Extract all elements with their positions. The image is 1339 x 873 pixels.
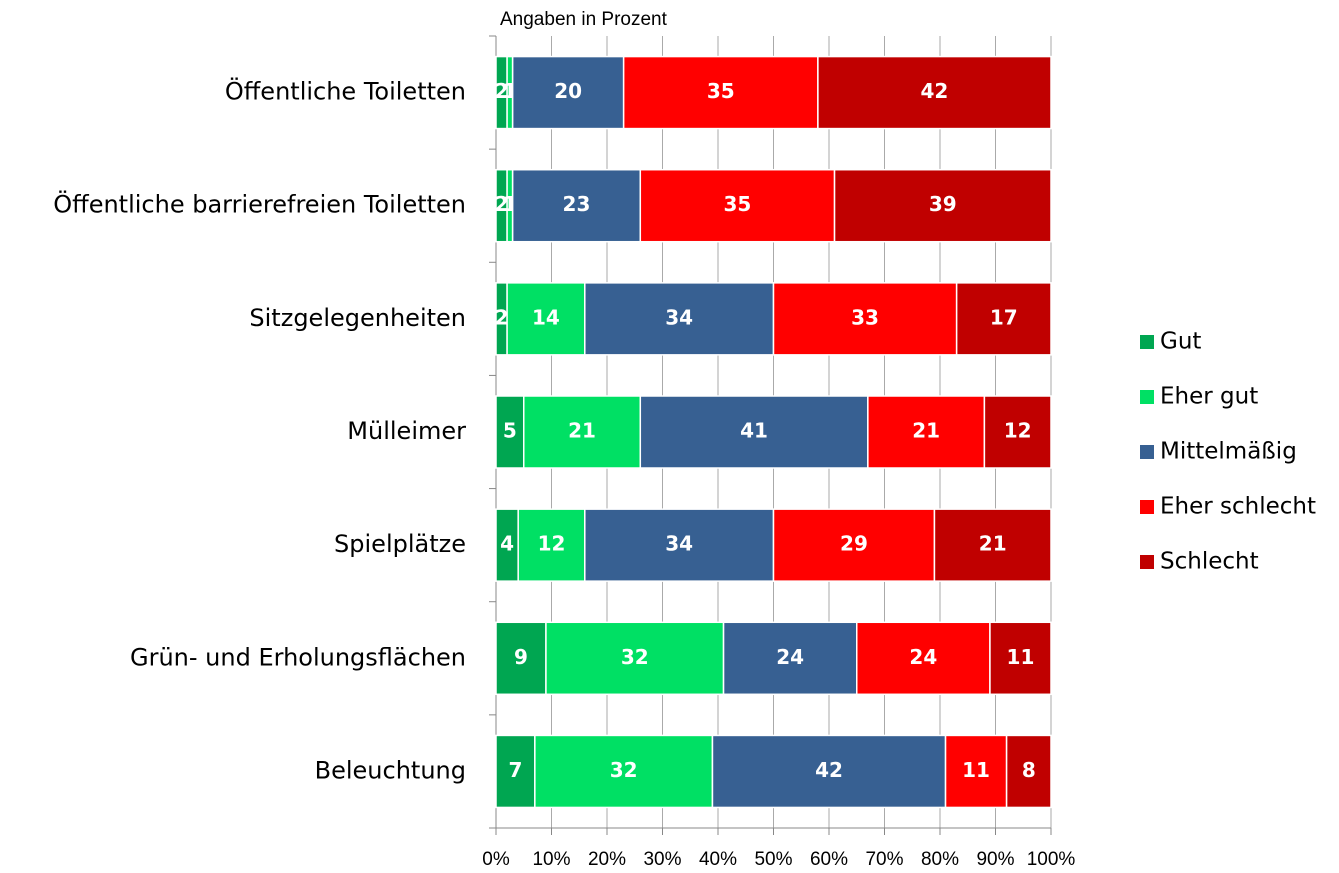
bar-segment	[989, 621, 1052, 696]
value-label: 23	[563, 192, 591, 216]
value-label: 32	[610, 758, 638, 782]
value-label: 33	[851, 305, 879, 329]
x-tick-label: 60%	[810, 849, 848, 870]
value-label: 2	[495, 305, 509, 329]
x-tick-label: 50%	[754, 849, 792, 870]
value-label: 9	[514, 645, 528, 669]
x-tick-label: 10%	[532, 849, 570, 870]
legend-label: Eher gut	[1160, 384, 1258, 410]
legend-swatch	[1140, 555, 1154, 569]
value-label: 11	[1007, 645, 1035, 669]
legend-label: Schlecht	[1160, 549, 1259, 575]
value-label: 11	[962, 758, 990, 782]
y-tick-label: Spielplätze	[334, 530, 466, 558]
y-tick-label: Sitzgelegenheiten	[249, 304, 466, 332]
value-label: 12	[1004, 419, 1032, 443]
value-label: 41	[740, 419, 768, 443]
value-label: 32	[621, 645, 649, 669]
bar-segment	[517, 508, 586, 582]
x-tick-label: 70%	[865, 849, 903, 870]
value-label: 35	[707, 79, 735, 103]
y-tick-label: Öffentliche Toiletten	[225, 77, 466, 106]
value-label: 21	[568, 419, 596, 443]
chart-title: Angaben in Prozent	[500, 9, 668, 30]
bar-segment	[856, 621, 991, 696]
legend-swatch	[1140, 335, 1154, 349]
x-tick-label: 40%	[699, 849, 737, 870]
legend-label: Eher schlecht	[1160, 494, 1316, 520]
bar-segment	[534, 734, 714, 809]
value-label: 5	[503, 419, 517, 443]
bar-segment	[506, 282, 586, 356]
x-tick-label: 80%	[921, 849, 959, 870]
value-label: 29	[840, 532, 868, 556]
value-label: 2	[495, 192, 509, 216]
bar-segment	[639, 395, 869, 469]
value-label: 12	[538, 532, 566, 556]
x-tick-label: 90%	[976, 849, 1014, 870]
value-label: 21	[912, 419, 940, 443]
value-label: 24	[909, 645, 937, 669]
value-label: 34	[665, 532, 693, 556]
bar-segment	[933, 508, 1052, 582]
bar-segment	[495, 734, 536, 809]
x-tick-label: 20%	[588, 849, 626, 870]
legend-label: Mittelmäßig	[1160, 439, 1297, 465]
value-label: 7	[508, 758, 522, 782]
bar-segment	[983, 395, 1052, 469]
bar-segment	[584, 508, 775, 582]
bar-segment	[867, 395, 986, 469]
bar-segment	[511, 168, 642, 243]
bar-segment	[833, 168, 1052, 243]
value-label: 35	[724, 192, 752, 216]
bar-segment	[511, 55, 625, 130]
bar-segment	[584, 282, 775, 356]
legend-swatch	[1140, 500, 1154, 514]
x-tick-label: 0%	[482, 849, 510, 870]
y-tick-label: Öffentliche barrierefreien Toiletten	[53, 190, 466, 219]
bar-segment	[545, 621, 725, 696]
x-tick-label: 100%	[1027, 849, 1076, 870]
value-label: 24	[776, 645, 804, 669]
bar-segment	[772, 508, 936, 582]
bar-segment	[622, 55, 819, 130]
value-label: 21	[979, 532, 1007, 556]
y-tick-label: Mülleimer	[347, 417, 466, 445]
bar-segment	[955, 282, 1052, 356]
value-label: 4	[500, 532, 514, 556]
bar-segment	[1005, 734, 1052, 809]
bar-segment	[523, 395, 642, 469]
legend-swatch	[1140, 390, 1154, 404]
legend-swatch	[1140, 445, 1154, 459]
value-label: 42	[815, 758, 843, 782]
value-label: 17	[990, 305, 1018, 329]
value-label: 39	[929, 192, 957, 216]
value-label: 42	[921, 79, 949, 103]
bar-segment	[944, 734, 1008, 809]
value-label: 14	[532, 305, 560, 329]
value-label: 8	[1022, 758, 1036, 782]
bar-segment	[817, 55, 1052, 130]
legend-label: Gut	[1160, 329, 1201, 355]
value-label: 20	[554, 79, 582, 103]
y-tick-label: Beleuchtung	[315, 756, 466, 784]
value-label: 34	[665, 305, 693, 329]
y-tick-label: Grün- und Erholungsflächen	[130, 643, 466, 671]
x-tick-label: 30%	[643, 849, 681, 870]
bar-segment	[639, 168, 836, 243]
bar-segment	[711, 734, 947, 809]
bar-segment	[772, 282, 958, 356]
value-label: 2	[495, 79, 509, 103]
